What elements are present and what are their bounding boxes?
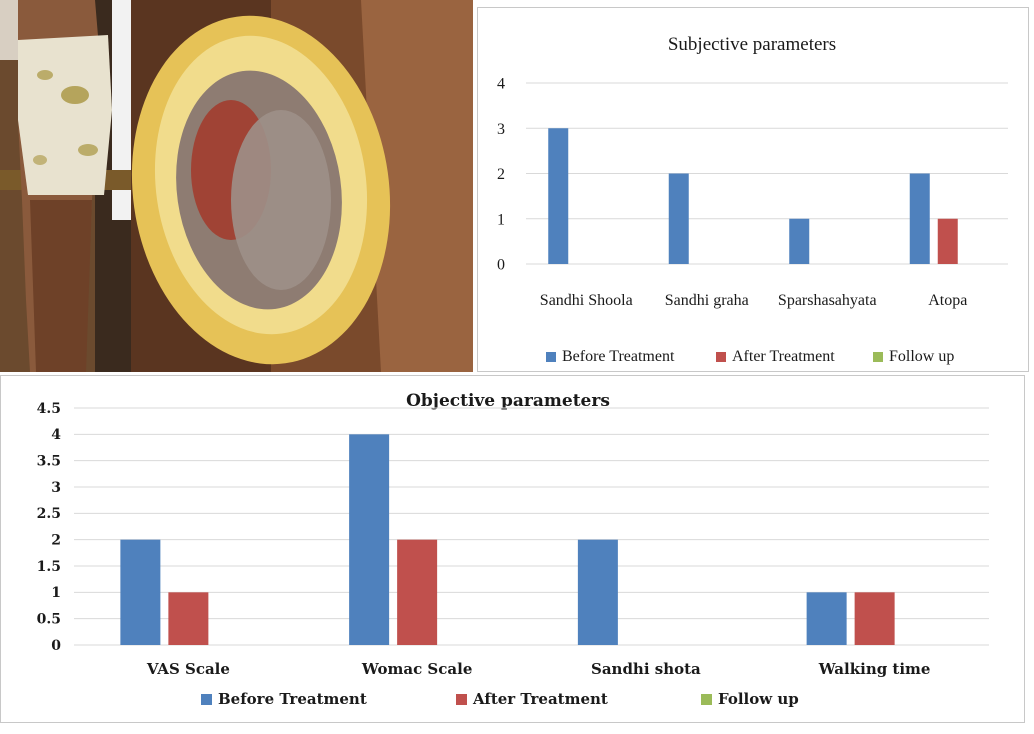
y-tick-label: 4	[497, 76, 505, 93]
bar	[854, 592, 895, 645]
bar	[789, 218, 810, 264]
y-tick-label: 4	[51, 427, 61, 443]
bar	[548, 128, 569, 264]
legend-label: Follow up	[718, 690, 799, 708]
x-category-label: Walking time	[818, 660, 931, 678]
x-category-label: Atopa	[928, 292, 967, 309]
legend-swatch	[873, 352, 883, 362]
y-tick-label: 3	[497, 121, 505, 138]
wheat-dough-ring-photo	[131, 0, 473, 372]
y-tick-label: 0	[497, 257, 505, 274]
y-tick-label: 3	[51, 480, 61, 496]
x-category-label: Sandhi Shoola	[540, 292, 633, 309]
legend-swatch	[716, 352, 726, 362]
chart-title: Objective parameters	[406, 391, 610, 411]
bar	[577, 539, 618, 645]
bar	[668, 173, 689, 264]
x-category-label: Sparshasahyata	[778, 292, 877, 309]
subjective-chart: Subjective parameters 0 1 2 3 4 Sandhi Shoola S…	[497, 34, 1008, 365]
bar	[397, 539, 438, 645]
bar	[909, 173, 930, 264]
bar	[806, 592, 847, 645]
legend-label: Before Treatment	[218, 690, 367, 708]
bar	[349, 434, 390, 645]
y-tick-label: 4.5	[37, 401, 61, 417]
y-tick-label: 1	[497, 211, 505, 228]
legend-label: After Treatment	[472, 690, 608, 708]
y-tick-label: 1.5	[37, 559, 61, 575]
y-tick-label: 2.5	[37, 506, 61, 522]
x-category-label: Sandhi graha	[665, 292, 749, 309]
knee-bandage-image	[0, 0, 131, 372]
legend-label: Follow up	[889, 348, 954, 365]
x-category-label: Sandhi shota	[591, 660, 701, 678]
legend-swatch	[456, 694, 467, 705]
legend-swatch	[201, 694, 212, 705]
dough-ring-image	[131, 0, 473, 372]
bar	[168, 592, 209, 645]
y-tick-label: 0	[51, 638, 61, 654]
y-tick-label: 0.5	[37, 612, 61, 628]
y-tick-label: 2	[51, 533, 61, 549]
chart-title: Subjective parameters	[668, 34, 836, 55]
bar	[937, 218, 958, 264]
x-category-label: Womac Scale	[361, 660, 473, 678]
subjective-chart-panel: Subjective parameters 0 1 2 3 4 Sandhi Shoola S…	[477, 7, 1029, 372]
bar	[120, 539, 161, 645]
legend-label: Before Treatment	[562, 348, 675, 365]
legend-label: After Treatment	[732, 348, 835, 365]
objective-chart-panel: Objective parameters 0 0.5 1 1.5 2 2.5 3 3.5 4 4.5…	[0, 375, 1025, 723]
objective-chart: Objective parameters 0 0.5 1 1.5 2 2.5 3 3.5 4 4.5…	[37, 391, 989, 708]
legend-swatch	[701, 694, 712, 705]
x-category-label: VAS Scale	[146, 660, 230, 678]
legend-swatch	[546, 352, 556, 362]
y-tick-label: 3.5	[37, 454, 61, 470]
knee-bandage-photo	[0, 0, 131, 372]
y-tick-label: 1	[51, 585, 61, 601]
y-tick-label: 2	[497, 166, 505, 183]
